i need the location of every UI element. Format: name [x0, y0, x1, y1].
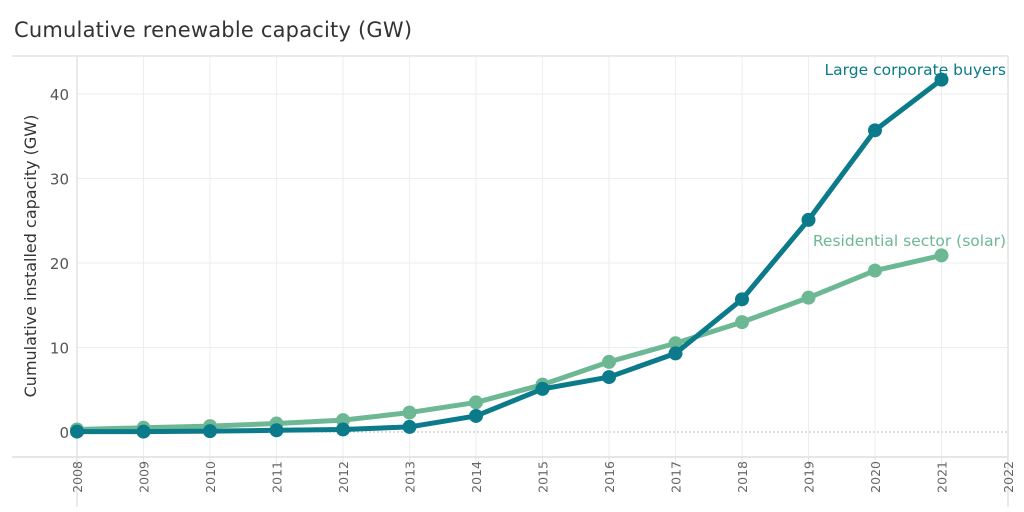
series-line: [74, 252, 944, 432]
x-tick-label: 2012: [336, 461, 351, 493]
series-group: [70, 72, 949, 439]
x-tick-label: 2019: [802, 461, 817, 493]
y-tick-label: 30: [50, 171, 69, 189]
gridlines: [76, 56, 1009, 467]
y-tick-label: 20: [50, 255, 69, 273]
x-tick-label: 2014: [469, 461, 484, 493]
y-tick-label: 0: [59, 424, 69, 442]
series-large-corporate-buyers: [70, 72, 949, 439]
x-tick-label: 2010: [203, 461, 218, 493]
data-point: [136, 424, 151, 439]
y-tick-label: 40: [50, 86, 69, 104]
plot-frame: [12, 55, 1009, 507]
data-point: [602, 370, 616, 385]
data-point: [336, 422, 350, 437]
data-point: [934, 72, 949, 87]
data-point: [535, 381, 550, 396]
data-point: [801, 212, 816, 227]
x-tick-label: 2017: [669, 461, 684, 493]
data-point: [801, 290, 816, 305]
x-tick-label: 2015: [536, 461, 551, 493]
y-tick-label: 10: [50, 340, 69, 358]
x-tick-label: 2009: [137, 461, 152, 493]
x-tick-label: 2018: [735, 461, 750, 493]
data-point: [868, 123, 882, 138]
x-tick-label: 2021: [935, 461, 950, 493]
data-point: [402, 405, 417, 420]
x-tick-label: 2020: [868, 461, 883, 493]
data-point: [668, 336, 683, 351]
x-axis-ticks: 2008 2009 2010 2011 2012 2013 2014 2015 2016 2017…: [70, 461, 1016, 493]
series-label-corporate: Large corporate buyers: [825, 61, 1006, 79]
data-point: [668, 346, 683, 361]
data-point: [70, 424, 84, 439]
data-point: [469, 408, 483, 423]
x-tick-label: 2008: [70, 461, 85, 493]
y-axis-label: Cumulative installed capacity (GW): [21, 115, 40, 398]
y-axis-ticks: 0 10 20 30 40: [50, 86, 69, 442]
x-tick-label: 2016: [602, 461, 617, 493]
data-point: [602, 354, 616, 369]
series-line: [74, 77, 944, 435]
series-labels: Residential sector (solar) Large corporat…: [813, 61, 1006, 250]
data-point: [269, 423, 284, 438]
x-tick-label: 2013: [403, 461, 418, 493]
x-tick-label: 2011: [270, 461, 285, 493]
data-point: [934, 248, 949, 263]
chart-title: Cumulative renewable capacity (GW): [14, 18, 413, 42]
data-point: [203, 424, 217, 439]
series-label-residential: Residential sector (solar): [813, 232, 1006, 250]
x-tick-label: 2022: [1001, 461, 1016, 493]
series-residential-sector-solar: [70, 248, 949, 437]
data-point: [735, 315, 749, 330]
data-point: [402, 419, 417, 434]
data-point: [868, 263, 882, 278]
data-point: [735, 292, 749, 307]
data-point: [469, 395, 483, 410]
